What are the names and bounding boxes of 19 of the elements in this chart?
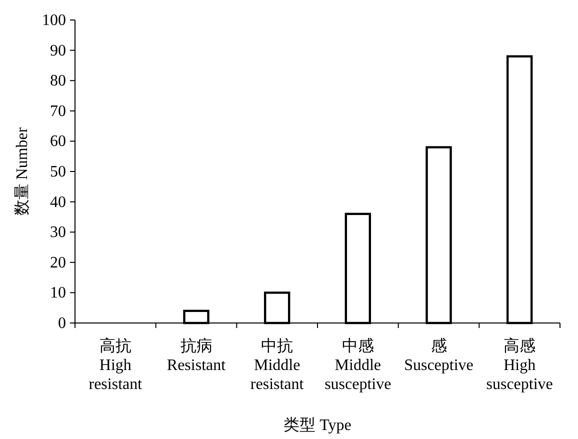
y-tick-label: 10 bbox=[50, 284, 66, 302]
y-axis-title: 数量 Number bbox=[14, 126, 31, 216]
x-tick-label: 高感 High susceptive bbox=[486, 337, 553, 393]
x-tick-label: 中抗 Middle resistant bbox=[250, 337, 304, 393]
x-tick-label: 高抗 High resistant bbox=[88, 337, 143, 393]
x-tick-label: 感 Susceptive bbox=[404, 337, 474, 374]
y-tick-label: 50 bbox=[50, 164, 66, 180]
x-axis-title: 类型 Type bbox=[284, 416, 352, 434]
y-tick-label: 30 bbox=[50, 224, 66, 242]
y-tick-label: 60 bbox=[50, 133, 66, 150]
y-tick-label: 0 bbox=[58, 315, 66, 332]
y-tick-label: 70 bbox=[50, 102, 66, 120]
y-tick-label: 80 bbox=[50, 72, 66, 90]
y-tick-label: 40 bbox=[50, 194, 66, 211]
x-tick-label: 中感 Middle susceptive bbox=[324, 337, 392, 393]
x-tick-label: 抗病 Resistant bbox=[166, 337, 226, 374]
y-tick-label: 20 bbox=[50, 254, 66, 272]
y-tick-label: 100 bbox=[42, 12, 66, 29]
y-tick-label: 90 bbox=[50, 42, 66, 60]
